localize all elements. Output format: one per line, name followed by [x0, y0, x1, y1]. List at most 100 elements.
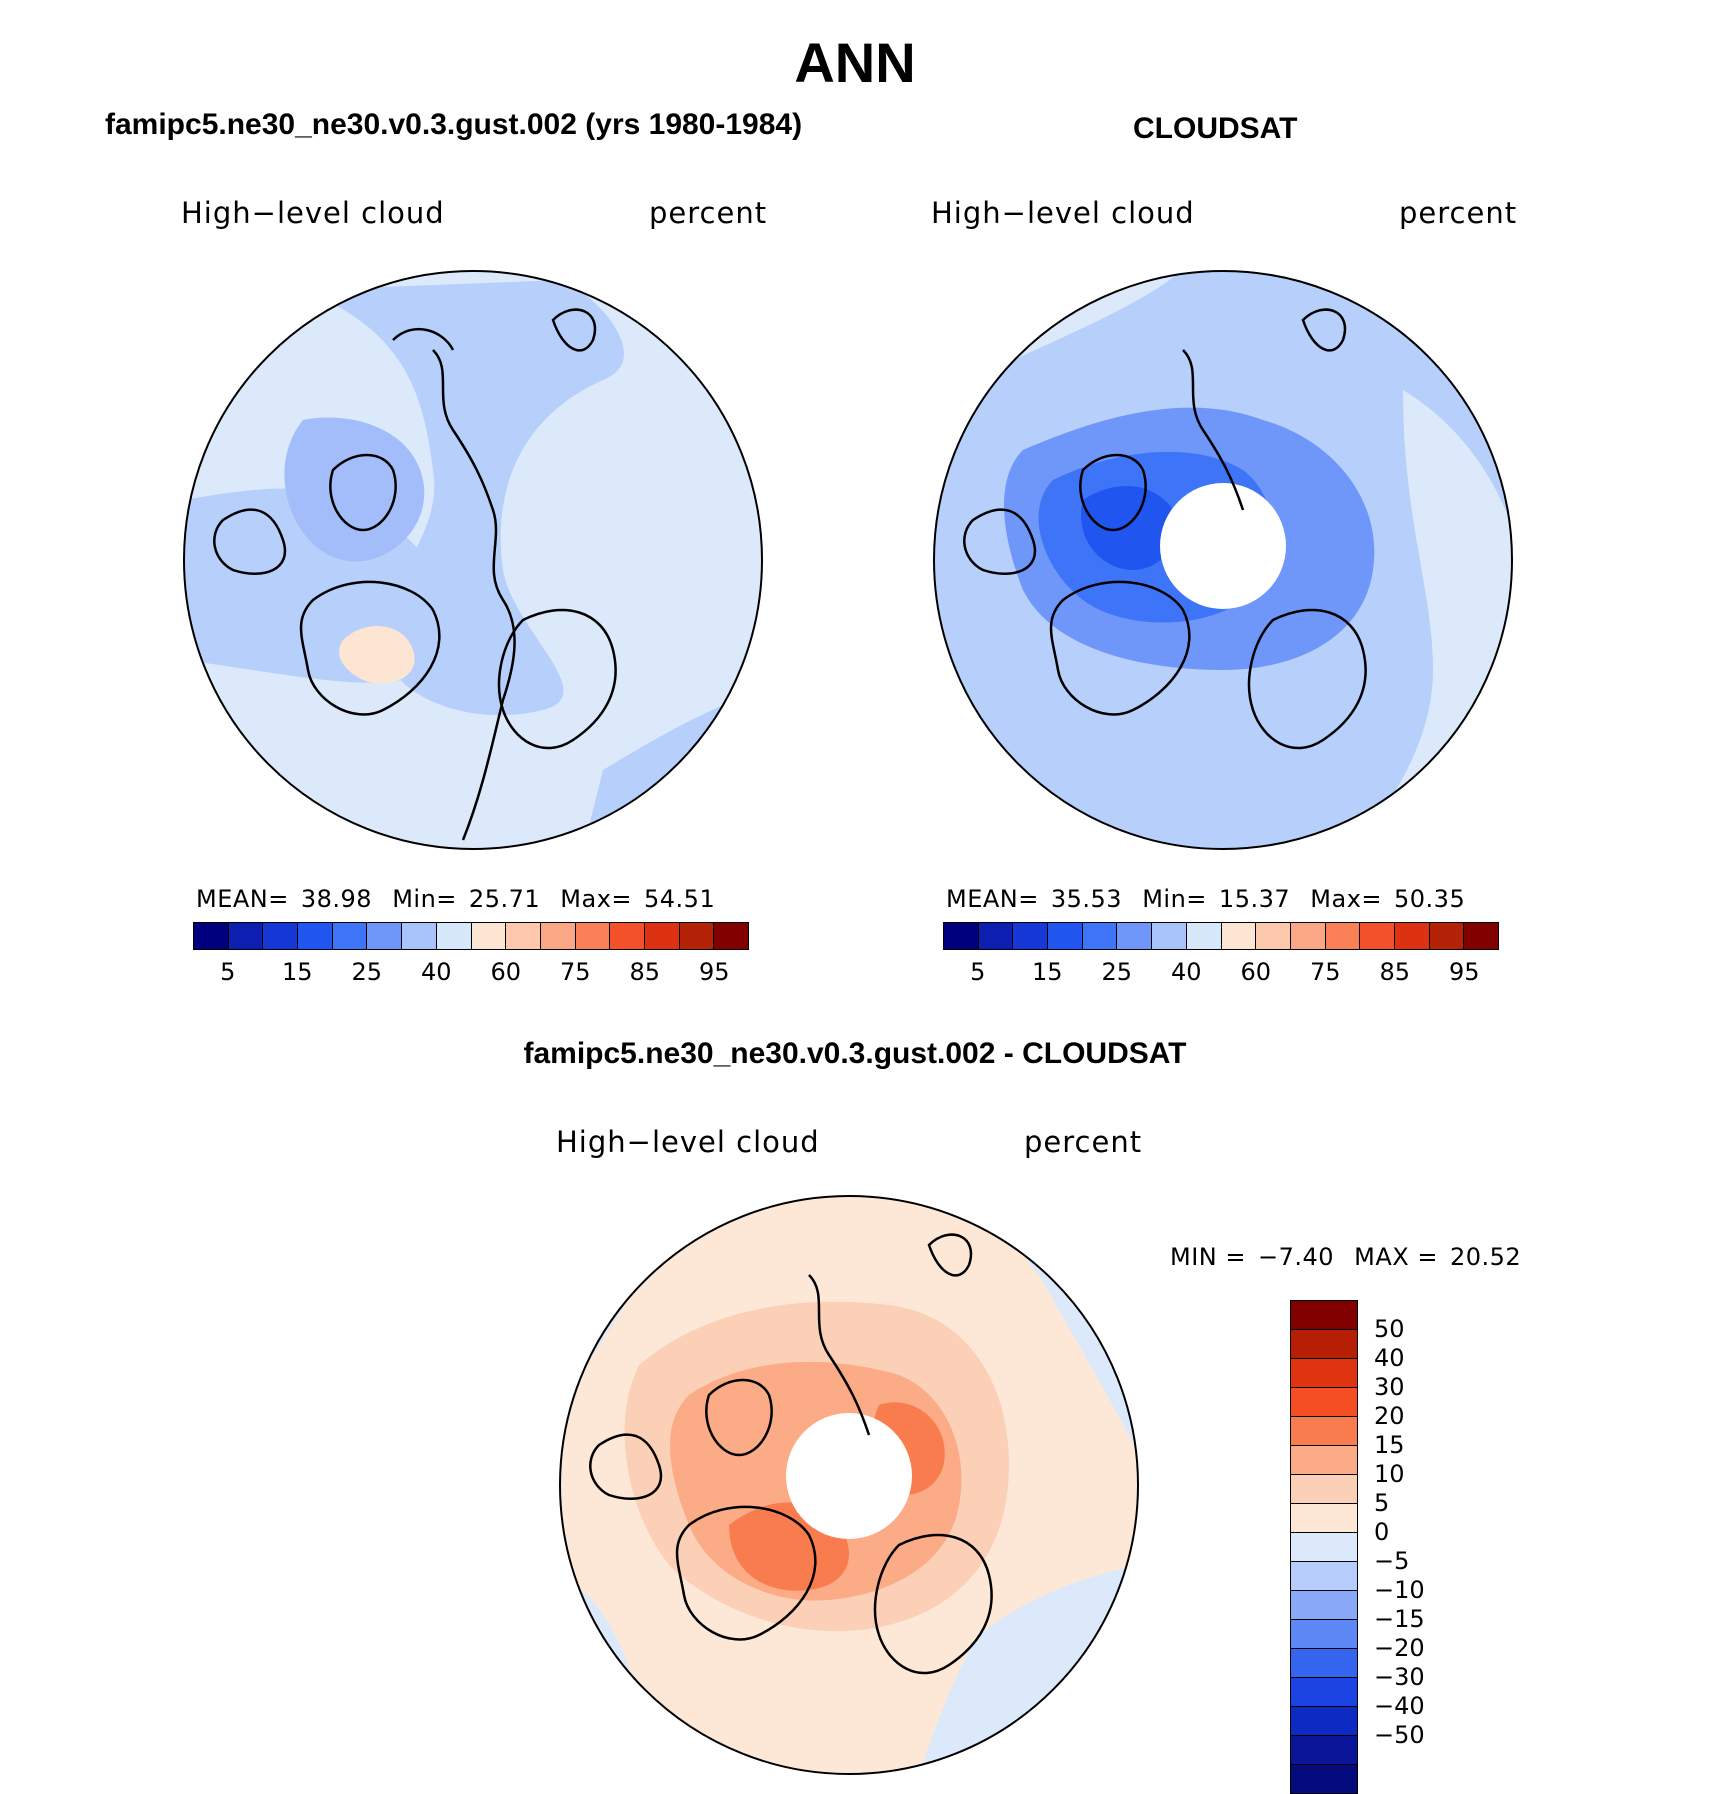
- colorbar-tick-label: −10: [1374, 1576, 1425, 1604]
- colorbar-tick-label: 5: [970, 958, 986, 986]
- panel-2-max-value: 50.35: [1394, 885, 1466, 913]
- colorbar-swatch: [714, 923, 748, 949]
- colorbar-swatch: [1291, 1620, 1357, 1649]
- panel-2-variable-label: High−level cloud: [931, 196, 1195, 230]
- panel-1-title: famipc5.ne30_ne30.v0.3.gust.002 (yrs 198…: [105, 108, 803, 141]
- colorbar-swatch: [1291, 1562, 1357, 1591]
- panel-3-min-value: −7.40: [1257, 1243, 1335, 1271]
- panel-2-coastlines: [963, 308, 1367, 750]
- colorbar-tick-label: 60: [490, 958, 522, 986]
- panel-3-min-label: MIN =: [1170, 1243, 1246, 1271]
- colorbar-swatch: [1291, 1504, 1357, 1533]
- colorbar-tick-label: 20: [1374, 1402, 1405, 1430]
- panel-1-map-boundary: [183, 270, 763, 850]
- panel-2-min-value: 15.37: [1218, 885, 1291, 913]
- colorbar-swatch: [1360, 923, 1395, 949]
- panel-3-missing-data-hole: [786, 1413, 912, 1539]
- colorbar-tick-label: 75: [559, 958, 591, 986]
- colorbar-tick-label: 25: [351, 958, 383, 986]
- panel-1-variable-label: High−level cloud: [181, 196, 445, 230]
- colorbar-swatch: [1291, 1388, 1357, 1417]
- colorbar-swatch: [1290, 923, 1326, 949]
- colorbar-swatch: [610, 923, 645, 949]
- colorbar-swatch: [506, 923, 541, 949]
- colorbar-tick-label: 5: [220, 958, 236, 986]
- colorbar-tick-label: 15: [1374, 1431, 1405, 1459]
- colorbar-swatch: [436, 923, 472, 949]
- panel-3-colorbar-ticks: 50 40 30 20 15 10 5 0 −5 −10 −15 −20 −30 −40 −50: [1374, 1300, 1464, 1780]
- panel-1-colorbar: 5 15 25 40 60 75 85 95: [193, 922, 749, 988]
- colorbar-tick-label: 0: [1374, 1518, 1390, 1546]
- colorbar-tick-label: 95: [1448, 958, 1480, 986]
- colorbar-swatch: [1291, 1707, 1357, 1736]
- panel-2-stats: MEAN= 35.53 Min= 15.37 Max= 50.35: [946, 885, 1477, 913]
- panel-2-units-label: percent: [1399, 196, 1518, 230]
- panel-2-map-boundary: [933, 270, 1513, 850]
- panel-2-mean-label: MEAN=: [946, 885, 1039, 913]
- panel-1-units-label: percent: [649, 196, 768, 230]
- colorbar-tick-label: 40: [1374, 1344, 1405, 1372]
- colorbar-tick-label: 25: [1101, 958, 1133, 986]
- panel-1-colorbar-swatches: [193, 922, 749, 950]
- panel-2-colorbar-ticks: 5 15 25 40 60 75 85 95: [943, 958, 1499, 988]
- colorbar-swatch: [1013, 923, 1049, 949]
- colorbar-tick-label: 30: [1374, 1373, 1405, 1401]
- colorbar-swatch: [1256, 923, 1291, 949]
- panel-1-max-value: 54.51: [644, 885, 716, 913]
- colorbar-swatch: [263, 923, 299, 949]
- colorbar-swatch: [1325, 923, 1361, 949]
- colorbar-swatch: [1291, 1736, 1357, 1765]
- colorbar-tick-label: 85: [629, 958, 661, 986]
- panel-3-coastlines: [589, 1233, 993, 1675]
- colorbar-tick-label: 85: [1379, 958, 1411, 986]
- colorbar-swatch: [1429, 923, 1465, 949]
- colorbar-tick-label: 50: [1374, 1315, 1405, 1343]
- panel-2-min-label: Min=: [1142, 885, 1207, 913]
- panel-1-stats: MEAN= 38.98 Min= 25.71 Max= 54.51: [196, 885, 727, 913]
- panel-1-colorbar-ticks: 5 15 25 40 60 75 85 95: [193, 958, 749, 988]
- panel-1-contour-25-30: [284, 417, 425, 562]
- panel-2-max-label: Max=: [1310, 885, 1383, 913]
- colorbar-swatch: [1464, 923, 1498, 949]
- panel-3-variable-label: High−level cloud: [556, 1125, 820, 1159]
- colorbar-tick-label: −30: [1374, 1663, 1425, 1691]
- colorbar-swatch: [332, 923, 368, 949]
- colorbar-tick-label: 10: [1374, 1460, 1405, 1488]
- colorbar-swatch: [1291, 1591, 1357, 1620]
- colorbar-tick-label: 75: [1309, 958, 1341, 986]
- colorbar-swatch: [1291, 1475, 1357, 1504]
- panel-1-coastlines: [213, 308, 617, 841]
- colorbar-tick-label: −40: [1374, 1692, 1425, 1720]
- colorbar-swatch: [1291, 1301, 1357, 1330]
- panel-1-min-label: Min=: [392, 885, 457, 913]
- panel-2-mean-value: 35.53: [1050, 885, 1123, 913]
- colorbar-swatch: [679, 923, 715, 949]
- colorbar-swatch: [228, 923, 264, 949]
- colorbar-swatch: [1291, 1417, 1357, 1446]
- colorbar-swatch: [471, 923, 507, 949]
- colorbar-tick-label: 40: [1170, 958, 1202, 986]
- colorbar-swatch: [1291, 1678, 1357, 1707]
- colorbar-tick-label: 5: [1374, 1489, 1390, 1517]
- colorbar-swatch: [978, 923, 1014, 949]
- panel-2-missing-data-hole: [1160, 483, 1286, 609]
- panel-3-colorbar: [1290, 1300, 1358, 1794]
- main-title: ANN: [794, 31, 916, 94]
- colorbar-swatch: [575, 923, 611, 949]
- colorbar-swatch: [1048, 923, 1083, 949]
- panel-1-polar-map: [183, 270, 763, 850]
- panel-2-colorbar: 5 15 25 40 60 75 85 95: [943, 922, 1499, 988]
- colorbar-tick-label: 15: [281, 958, 313, 986]
- panel-2-contour-10-15: [1081, 486, 1176, 570]
- panel-3-polar-map: [559, 1195, 1139, 1775]
- colorbar-swatch: [1291, 1330, 1357, 1359]
- panel-3-colorbar-swatches: [1290, 1300, 1358, 1794]
- colorbar-tick-label: −20: [1374, 1634, 1425, 1662]
- colorbar-swatch: [1221, 923, 1257, 949]
- colorbar-tick-label: −50: [1374, 1721, 1425, 1749]
- panel-1-max-label: Max=: [560, 885, 633, 913]
- colorbar-tick-label: 95: [698, 958, 730, 986]
- panel-1-mean-label: MEAN=: [196, 885, 289, 913]
- panel-3-stats: MIN = −7.40 MAX = 20.52: [1170, 1243, 1533, 1271]
- colorbar-tick-label: 60: [1240, 958, 1272, 986]
